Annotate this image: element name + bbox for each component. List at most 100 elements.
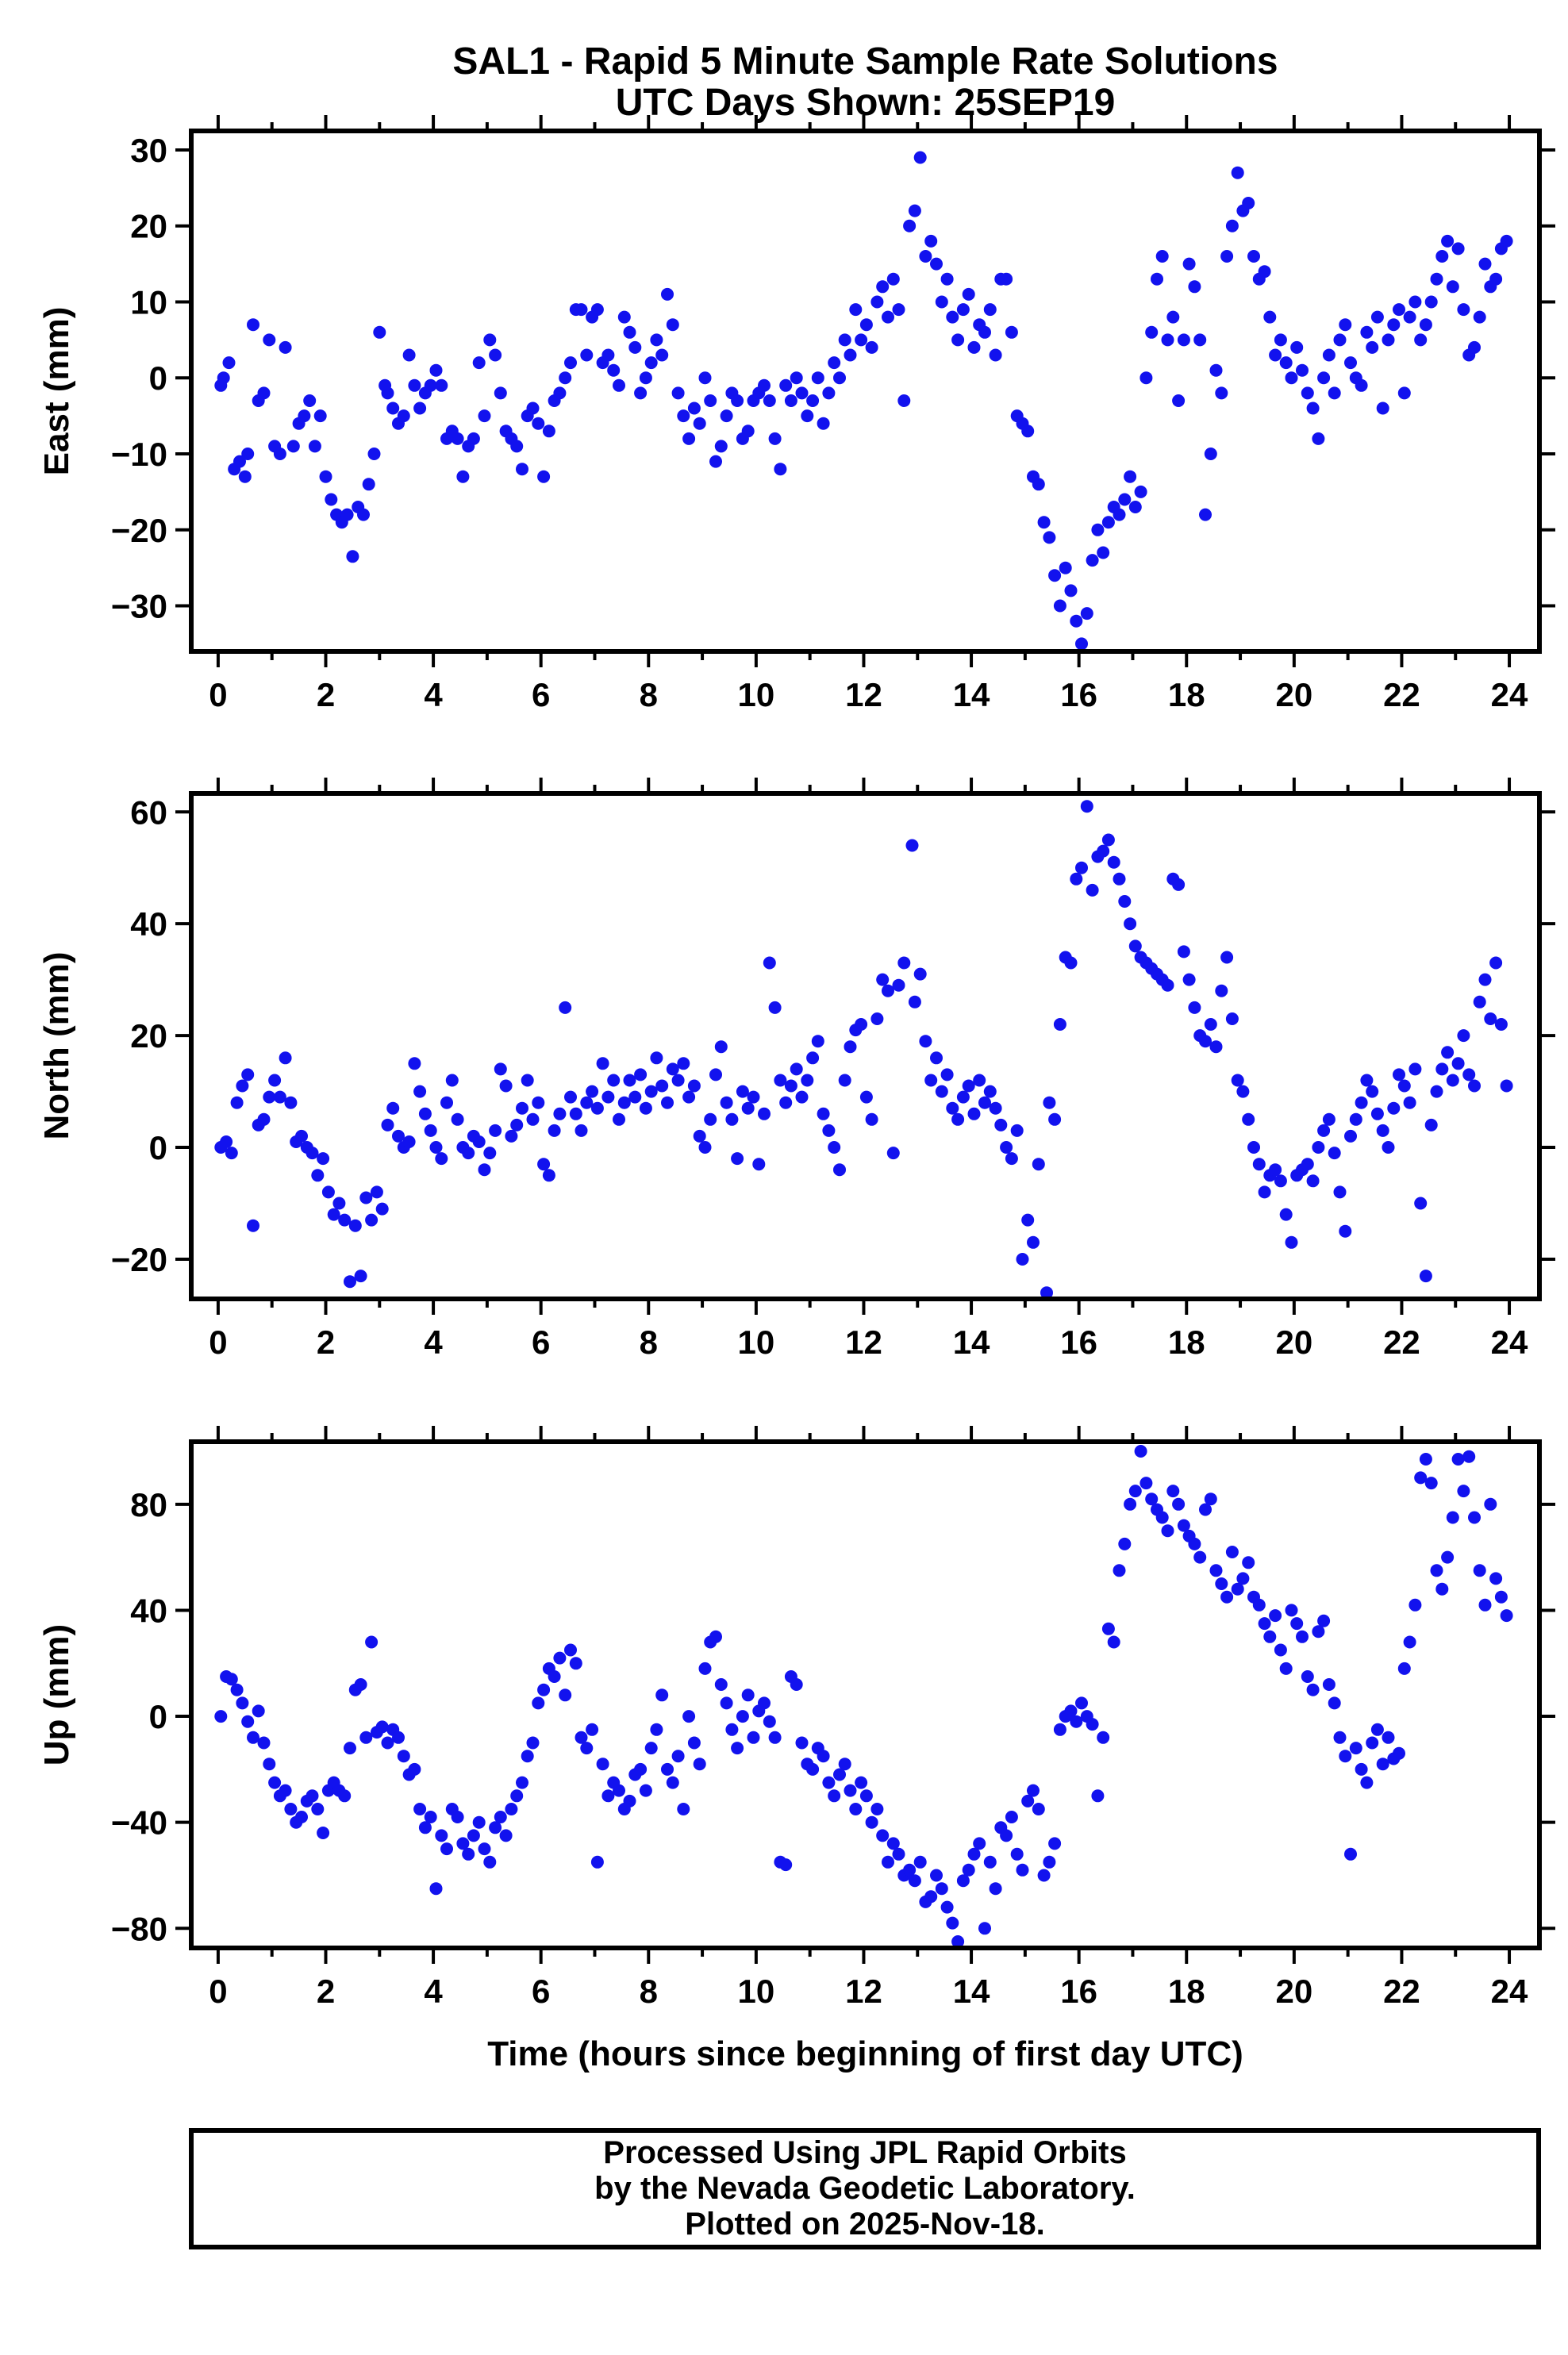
data-point bbox=[1424, 1477, 1438, 1490]
data-point bbox=[790, 1062, 803, 1076]
data-point bbox=[731, 394, 744, 407]
data-point bbox=[1113, 872, 1126, 886]
data-point bbox=[671, 386, 685, 400]
data-point bbox=[1306, 401, 1320, 415]
north-scatter-points bbox=[214, 800, 1513, 1300]
data-point bbox=[1182, 257, 1196, 271]
data-point bbox=[462, 1847, 475, 1861]
data-point bbox=[1225, 1012, 1239, 1025]
data-point bbox=[1441, 234, 1455, 248]
data-point bbox=[1101, 833, 1115, 847]
data-point bbox=[424, 378, 437, 392]
data-point bbox=[1080, 800, 1093, 813]
data-point bbox=[601, 348, 615, 362]
data-point bbox=[1016, 1863, 1029, 1877]
data-point bbox=[1155, 1511, 1169, 1524]
data-point bbox=[1037, 1869, 1051, 1882]
data-point bbox=[413, 401, 427, 415]
data-point bbox=[1473, 310, 1486, 324]
data-point bbox=[758, 1107, 771, 1120]
data-point bbox=[1040, 1286, 1053, 1300]
data-point bbox=[1161, 1524, 1174, 1538]
data-point bbox=[946, 310, 959, 324]
data-point bbox=[478, 1163, 491, 1177]
data-point bbox=[489, 348, 502, 362]
data-point bbox=[1478, 257, 1492, 271]
y-tick-label: −10 bbox=[111, 436, 167, 473]
data-point bbox=[1489, 272, 1503, 286]
data-point bbox=[354, 1270, 367, 1283]
data-point bbox=[1312, 1141, 1325, 1154]
data-point bbox=[1403, 310, 1416, 324]
data-point bbox=[402, 1135, 416, 1148]
data-point bbox=[882, 984, 894, 997]
data-point bbox=[1043, 1855, 1056, 1869]
data-point bbox=[1397, 1079, 1411, 1093]
data-point bbox=[1204, 1018, 1217, 1031]
y-tick-label: 40 bbox=[130, 1592, 167, 1629]
x-tick-label: 12 bbox=[845, 676, 882, 713]
data-point bbox=[1269, 348, 1282, 362]
east-plot: East (mm) 0 2 4 6 8 10 12 14 16 18 20 22 24−30−20−10… bbox=[37, 115, 1555, 713]
data-point bbox=[510, 1789, 524, 1803]
data-point bbox=[575, 303, 588, 317]
data-point bbox=[677, 1057, 690, 1070]
x-tick-label: 2 bbox=[317, 1973, 335, 2010]
data-point bbox=[1446, 1074, 1459, 1087]
data-point bbox=[774, 1074, 787, 1087]
data-point bbox=[1053, 1723, 1066, 1736]
data-point bbox=[1468, 1079, 1481, 1093]
data-point bbox=[1166, 310, 1180, 324]
data-point bbox=[279, 1051, 292, 1065]
data-point bbox=[822, 1776, 836, 1789]
data-point bbox=[940, 1068, 954, 1081]
data-point bbox=[855, 1776, 868, 1789]
data-point bbox=[1172, 1497, 1186, 1511]
data-point bbox=[1005, 1811, 1018, 1823]
data-point bbox=[1263, 310, 1277, 324]
data-point bbox=[779, 1858, 793, 1872]
data-point bbox=[273, 448, 286, 460]
data-point bbox=[671, 1750, 685, 1763]
data-point bbox=[332, 1197, 346, 1210]
data-point bbox=[763, 1715, 776, 1728]
data-point bbox=[1252, 1598, 1266, 1612]
data-point bbox=[758, 378, 771, 392]
data-point bbox=[838, 1758, 851, 1771]
data-point bbox=[1231, 166, 1244, 179]
data-point bbox=[1107, 855, 1120, 869]
data-point bbox=[1500, 1079, 1513, 1093]
data-point bbox=[1193, 1550, 1207, 1564]
data-point bbox=[325, 493, 338, 506]
data-point bbox=[510, 1118, 524, 1131]
data-point bbox=[413, 1085, 427, 1098]
data-point bbox=[230, 1683, 244, 1696]
data-point bbox=[1177, 1519, 1190, 1532]
data-point bbox=[516, 463, 528, 476]
data-point bbox=[795, 1736, 809, 1750]
data-point bbox=[1317, 371, 1331, 385]
data-point bbox=[1306, 1174, 1320, 1188]
data-point bbox=[639, 371, 652, 385]
data-point bbox=[1484, 1497, 1497, 1511]
data-point bbox=[989, 1882, 1002, 1896]
data-point bbox=[736, 1085, 749, 1098]
data-point bbox=[472, 1815, 486, 1829]
data-point bbox=[1430, 1085, 1443, 1098]
x-tick-label: 20 bbox=[1275, 1973, 1312, 2010]
data-point bbox=[661, 287, 674, 301]
y-tick-label: 40 bbox=[130, 905, 167, 943]
data-point bbox=[908, 204, 921, 217]
data-point bbox=[897, 394, 911, 407]
data-point bbox=[1360, 1074, 1374, 1087]
x-tick-label: 6 bbox=[532, 1323, 550, 1361]
y-tick-label: −80 bbox=[111, 1910, 167, 1947]
data-point bbox=[1091, 1789, 1105, 1803]
data-point bbox=[1451, 242, 1465, 255]
data-point bbox=[1424, 1118, 1438, 1131]
data-point bbox=[886, 1147, 900, 1160]
data-point bbox=[930, 1869, 943, 1882]
data-point bbox=[1328, 386, 1341, 400]
data-point bbox=[1016, 1253, 1029, 1266]
